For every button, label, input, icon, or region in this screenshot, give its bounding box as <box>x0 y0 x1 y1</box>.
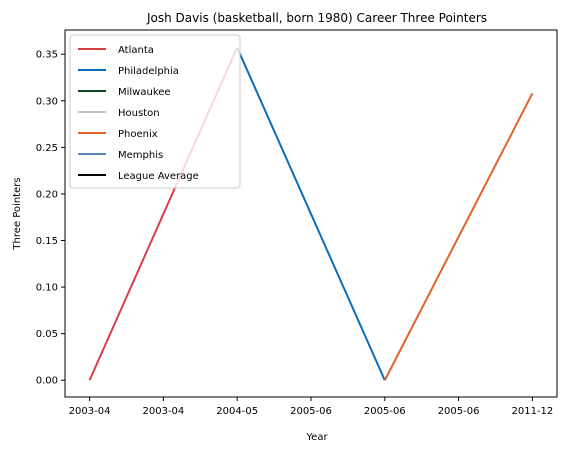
y-tick-label: 0.10 <box>36 283 58 294</box>
chart-title: Josh Davis (basketball, born 1980) Caree… <box>146 11 487 25</box>
series-line-philadelphia <box>236 47 386 381</box>
legend-label: Memphis <box>118 150 163 161</box>
x-tick-label: 2005-06 <box>290 406 332 417</box>
legend-label: Milwaukee <box>118 87 171 98</box>
legend-label: Atlanta <box>118 45 154 56</box>
y-tick-label: 0.00 <box>36 376 58 387</box>
y-tick-label: 0.15 <box>36 236 58 247</box>
legend-box <box>69 34 241 189</box>
y-tick-label: 0.20 <box>36 189 58 200</box>
y-axis: 0.00 0.05 0.10 0.15 0.20 0.25 0.30 0.35 <box>36 50 65 387</box>
x-tick-label: 2005-06 <box>364 406 406 417</box>
legend: Atlanta Philadelphia Milwaukee Houston Phoen… <box>69 34 241 189</box>
y-tick-label: 0.05 <box>36 329 58 340</box>
y-axis-label: Three Pointers <box>12 177 23 250</box>
y-tick-label: 0.30 <box>36 96 58 107</box>
x-tick-label: 2011-12 <box>512 406 554 417</box>
series-line-phoenix <box>383 92 534 381</box>
legend-label: Phoenix <box>118 129 158 140</box>
legend-label: Houston <box>118 108 160 119</box>
x-axis: 2003-04 2003-04 2004-05 2005-06 2005-06 2005-… <box>69 397 554 417</box>
y-tick-label: 0.25 <box>36 143 58 154</box>
x-axis-label: Year <box>305 432 328 443</box>
x-tick-label: 2005-06 <box>438 406 480 417</box>
x-tick-label: 2003-04 <box>69 406 111 417</box>
x-tick-label: 2004-05 <box>216 406 258 417</box>
legend-label: Philadelphia <box>118 66 179 77</box>
legend-label: League Average <box>118 171 199 182</box>
y-tick-label: 0.35 <box>36 50 58 61</box>
x-tick-label: 2003-04 <box>143 406 185 417</box>
